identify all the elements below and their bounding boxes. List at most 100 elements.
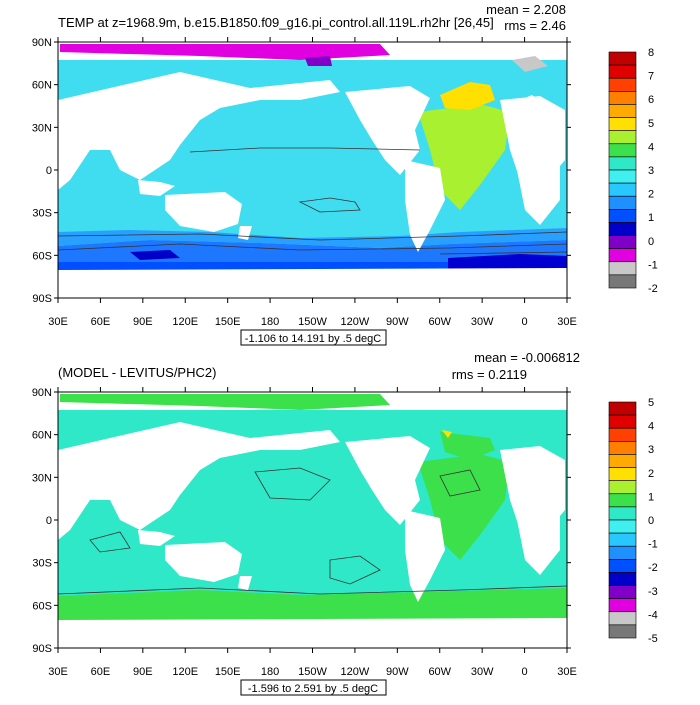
longitude-tick-label: 120W [341,666,370,678]
longitude-tick-label: 120E [172,666,198,678]
latitude-axis-labels: 90N 60N 30N 0 30S 60S 90S [32,387,571,655]
latitude-tick-label: 60S [32,250,52,262]
longitude-tick-label: 90W [386,316,409,328]
colorbar-swatch [608,64,637,79]
colorbar-swatch [608,156,637,171]
colorbar-swatch [608,532,637,547]
longitude-tick-label: 90E [133,316,153,328]
latitude-tick-label: 0 [46,515,52,527]
rms-label: rms = 2.46 [504,18,566,33]
longitude-axis-labels: 30E 60E 90E 120E 150E 180 150W 120W 90W 60W 30W 0 30… [48,387,577,678]
latitude-tick-label: 60N [32,430,52,442]
colorbar-label: -1 [648,259,658,271]
range-box [240,679,387,696]
longitude-tick-label: 30E [557,316,577,328]
colorbar-swatch [608,467,637,481]
colorbar-swatch [608,169,637,184]
longitude-tick-label: 60E [91,666,111,678]
latitude-tick-label: 90N [32,37,52,49]
colorbar-swatch [608,104,637,118]
longitude-tick-label: 150E [215,666,241,678]
colorbar-swatch [608,598,637,613]
latitude-tick-label: 30N [32,122,52,134]
latitude-tick-label: 30S [32,558,52,570]
colorbar-swatch [608,274,637,289]
colorbar-swatch [608,414,637,429]
latitude-tick-label: 0 [46,165,52,177]
colorbar-swatch [608,427,637,442]
longitude-tick-label: 30E [557,666,577,678]
longitude-tick-label: 180 [261,666,279,678]
colorbar: 5 4 3 2 1 0 -1 -2 -3 -4 -5 [608,397,658,645]
longitude-tick-label: 60W [428,316,451,328]
colorbar-swatch [608,454,637,468]
colorbar-label: 8 [648,47,654,59]
colorbar-label: 5 [648,118,654,130]
temperature-map-panel: TEMP at z=1968.9m, b.e15.B1850.f09_g16.p… [32,2,658,346]
colorbar-label: 0 [648,515,654,527]
longitude-tick-label: 30W [471,666,494,678]
colorbar-swatch [608,51,637,66]
latitude-tick-label: 30S [32,208,52,220]
latitude-tick-label: 90S [32,643,52,655]
panel-title: TEMP at z=1968.9m, b.e15.B1850.f09_g16.p… [58,15,494,30]
panel-title: (MODEL - LEVITUS/PHC2) [58,365,216,380]
colorbar-label: 3 [648,165,654,177]
colorbar-swatch [608,195,637,210]
latitude-tick-label: 60N [32,80,52,92]
colorbar-swatch [608,248,637,263]
colorbar-label: 0 [648,236,654,248]
colorbar-swatch [608,611,637,626]
colorbar-swatch [608,91,637,105]
colorbar-swatch [608,77,637,92]
longitude-tick-label: 0 [522,666,528,678]
colorbar-label: -3 [648,586,658,598]
longitude-tick-label: 150W [298,316,327,328]
colorbar-swatch [608,506,637,521]
longitude-tick-label: 30E [48,666,68,678]
colorbar-swatch [608,235,637,249]
colorbar-label: -4 [648,609,658,621]
longitude-tick-label: 60E [91,316,111,328]
longitude-tick-label: 60W [428,666,451,678]
range-label: -1.106 to 14.191 by .5 degC [245,333,381,345]
colorbar-label: -1 [648,539,658,551]
longitude-tick-label: 150W [298,666,327,678]
colorbar-swatch [608,572,637,586]
latitude-tick-label: 90N [32,387,52,399]
colorbar-label: 1 [648,212,654,224]
colorbar-swatch [608,480,637,495]
map-area [57,391,568,649]
colorbar-swatch [608,519,637,534]
mean-label: mean = -0.006812 [474,350,580,365]
colorbar-swatch [608,130,637,145]
colorbar-swatch [608,182,637,197]
longitude-tick-label: 180 [261,316,279,328]
colorbar-label: -5 [648,633,658,645]
colorbar-swatch [608,143,637,158]
colorbar-label: 1 [648,491,654,503]
colorbar-label: 2 [648,468,654,480]
colorbar-label: 7 [648,71,654,83]
latitude-tick-label: 60S [32,600,52,612]
longitude-tick-label: 150E [215,316,241,328]
latitude-tick-label: 30N [32,472,52,484]
colorbar-swatch [608,585,637,599]
longitude-axis-labels: 30E 60E 90E 120E 150E 180 150W 120W 90W 60W 30W 0 30… [48,37,577,328]
longitude-tick-label: 90E [133,666,153,678]
range-box [240,329,387,346]
colorbar-label: -2 [648,283,658,295]
colorbar-swatch [608,401,637,416]
mean-label: mean = 2.208 [486,2,566,17]
longitude-tick-label: 90W [386,666,409,678]
model-difference-map-panel: (MODEL - LEVITUS/PHC2) mean = -0.006812 … [32,350,658,696]
colorbar-swatch [608,559,637,573]
longitude-tick-label: 30E [48,316,68,328]
range-label: -1.596 to 2.591 by .5 degC [248,683,378,695]
longitude-tick-label: 0 [522,316,528,328]
colorbar-label: 3 [648,444,654,456]
latitude-tick-label: 90S [32,293,52,305]
rms-label: rms = 0.2119 [452,367,527,382]
colorbar-swatch [608,493,637,508]
